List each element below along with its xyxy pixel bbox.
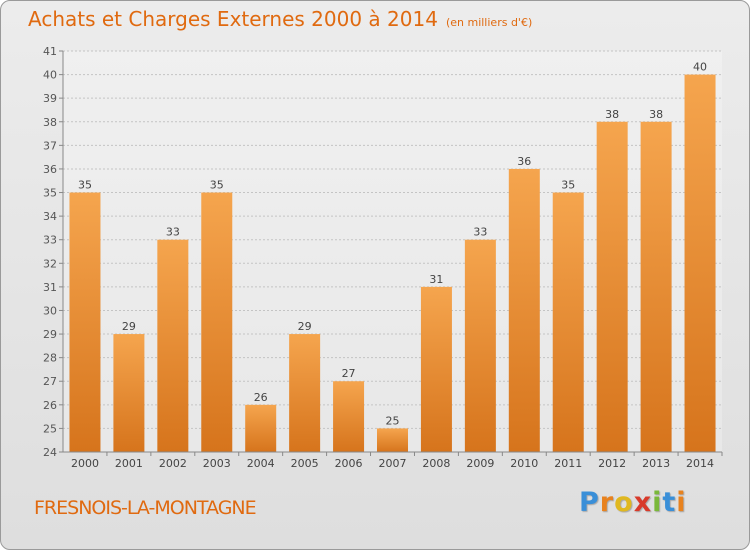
bar-value-label: 38 [605,108,619,121]
y-tick-label: 26 [43,399,57,412]
y-tick-label: 30 [43,304,57,317]
bar [333,381,365,452]
y-tick-label: 35 [43,187,57,200]
x-tick-label: 2002 [159,457,187,470]
bar-value-label: 31 [429,273,443,286]
x-tick-label: 2011 [554,457,582,470]
x-tick-label: 2007 [379,457,407,470]
y-tick-label: 33 [43,234,57,247]
y-tick-label: 40 [43,69,57,82]
proxiti-logo[interactable]: Proxiti [579,487,687,518]
bar-value-label: 29 [298,320,312,333]
bar [377,428,408,452]
x-tick-label: 2014 [686,457,714,470]
logo-letter: i [676,487,687,518]
x-tick-label: 2012 [598,457,626,470]
y-tick-label: 34 [43,210,57,223]
bar-value-label: 35 [78,179,92,192]
x-tick-label: 2013 [642,457,670,470]
bar [596,121,628,452]
bar [113,334,145,452]
y-tick-label: 29 [43,328,57,341]
y-tick-label: 38 [43,116,57,129]
x-tick-label: 2010 [510,457,538,470]
y-tick-label: 25 [43,422,57,435]
x-tick-label: 2009 [466,457,494,470]
logo-letter: x [633,487,653,518]
y-tick-label: 41 [43,45,57,58]
bar [420,286,452,452]
y-tick-label: 28 [43,352,57,365]
y-tick-label: 36 [43,163,57,176]
bar-value-label: 26 [254,391,268,404]
bar [640,121,672,452]
bar-value-label: 35 [210,179,224,192]
bar [201,192,233,452]
x-tick-label: 2004 [247,457,275,470]
x-tick-label: 2006 [335,457,363,470]
bar [684,74,716,453]
chart-unit-subtitle: (en milliers d'€) [445,16,533,29]
y-tick-label: 37 [43,139,57,152]
bar-value-label: 29 [122,320,136,333]
bar-value-label: 33 [473,226,487,239]
logo-letter: r [599,487,615,518]
logo-letter: o [614,487,634,518]
bar [157,239,189,452]
y-tick-label: 39 [43,92,57,105]
y-axis: 24 25 26 27 28 29 30 31 32 33 34 35 36 37 38 39 40 41 [43,45,64,459]
bar [69,192,101,452]
y-tick-label: 27 [43,375,57,388]
bar-value-label: 27 [342,367,356,380]
x-tick-label: 2005 [291,457,319,470]
bars: 35 29 33 35 26 29 27 25 31 33 36 35 38 38 40 [69,61,716,453]
bar [508,168,540,453]
y-tick-label: 24 [43,446,57,459]
logo-letter: t [662,487,677,518]
x-tick-label: 2008 [422,457,450,470]
y-tick-label: 32 [43,257,57,270]
logo-letter: P [579,487,600,518]
bar [552,192,584,452]
x-tick-label: 2000 [71,457,99,470]
bar-value-label: 33 [166,226,180,239]
y-tick-label: 31 [43,281,57,294]
bar-value-label: 35 [561,179,575,192]
x-tick-label: 2001 [115,457,143,470]
x-axis: 2000 2001 2002 2003 2004 2005 2006 2007 2008 2009… [63,451,723,470]
bar-value-label: 25 [386,414,400,427]
bar-value-label: 36 [517,155,531,168]
bar [464,239,496,452]
logo-letter: i [652,487,663,518]
bar [245,404,277,452]
chart-title-text: Achats et Charges Externes 2000 à 2014 [28,7,438,31]
commune-name: FRESNOIS-LA-MONTAGNE [34,497,257,519]
bar-value-label: 40 [693,61,707,74]
bar [289,334,321,452]
x-tick-label: 2003 [203,457,231,470]
bar-value-label: 38 [649,108,663,121]
chart-title: Achats et Charges Externes 2000 à 2014 (e… [28,7,532,31]
